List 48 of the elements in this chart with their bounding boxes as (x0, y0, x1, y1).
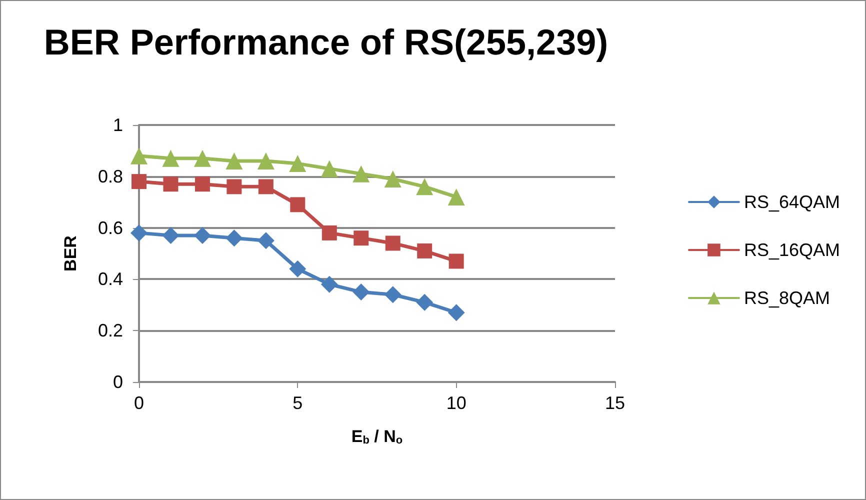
point (290, 197, 306, 212)
point (257, 232, 274, 250)
point (257, 152, 274, 170)
point (352, 165, 370, 182)
chart-title: BER Performance of RS(255,239) (44, 22, 608, 62)
point (448, 188, 465, 206)
point (289, 260, 306, 278)
point (320, 160, 338, 178)
point (162, 227, 180, 244)
point (320, 276, 338, 293)
point (130, 224, 148, 242)
point (130, 147, 148, 164)
point (163, 176, 178, 192)
point (385, 236, 400, 251)
point (132, 174, 146, 190)
y-tick-label: 1 (112, 115, 123, 135)
point (226, 152, 243, 170)
point (384, 286, 402, 304)
y-tick-label: 0.6 (98, 218, 123, 238)
point (194, 227, 211, 244)
x-tick-label: 10 (446, 393, 466, 413)
point (416, 294, 434, 311)
point (162, 150, 180, 167)
y-tick-label: 0 (112, 372, 123, 392)
point (352, 284, 370, 301)
x-tick-label: 5 (292, 393, 303, 413)
point (289, 155, 306, 172)
x-tick-label: 15 (604, 393, 626, 413)
y-tick-label: 0.8 (98, 166, 123, 186)
y-tick-label: 0.4 (98, 269, 123, 290)
point (448, 304, 465, 322)
y-axis-title: BER (61, 236, 80, 272)
legend-label: RS_64QAM (744, 192, 840, 212)
point (194, 176, 210, 192)
point (384, 170, 402, 188)
point (416, 178, 434, 196)
legend-label: RS_8QAM (744, 288, 830, 308)
x-tick-label: 0 (134, 393, 144, 413)
point (226, 179, 242, 194)
point (354, 230, 369, 246)
point (448, 254, 464, 269)
y-tick-label: 0.2 (98, 320, 123, 341)
point (194, 150, 211, 167)
point (226, 230, 243, 247)
point (258, 179, 274, 194)
legend-label: RS_16QAM (744, 240, 840, 260)
point (417, 243, 432, 258)
point (322, 225, 337, 240)
